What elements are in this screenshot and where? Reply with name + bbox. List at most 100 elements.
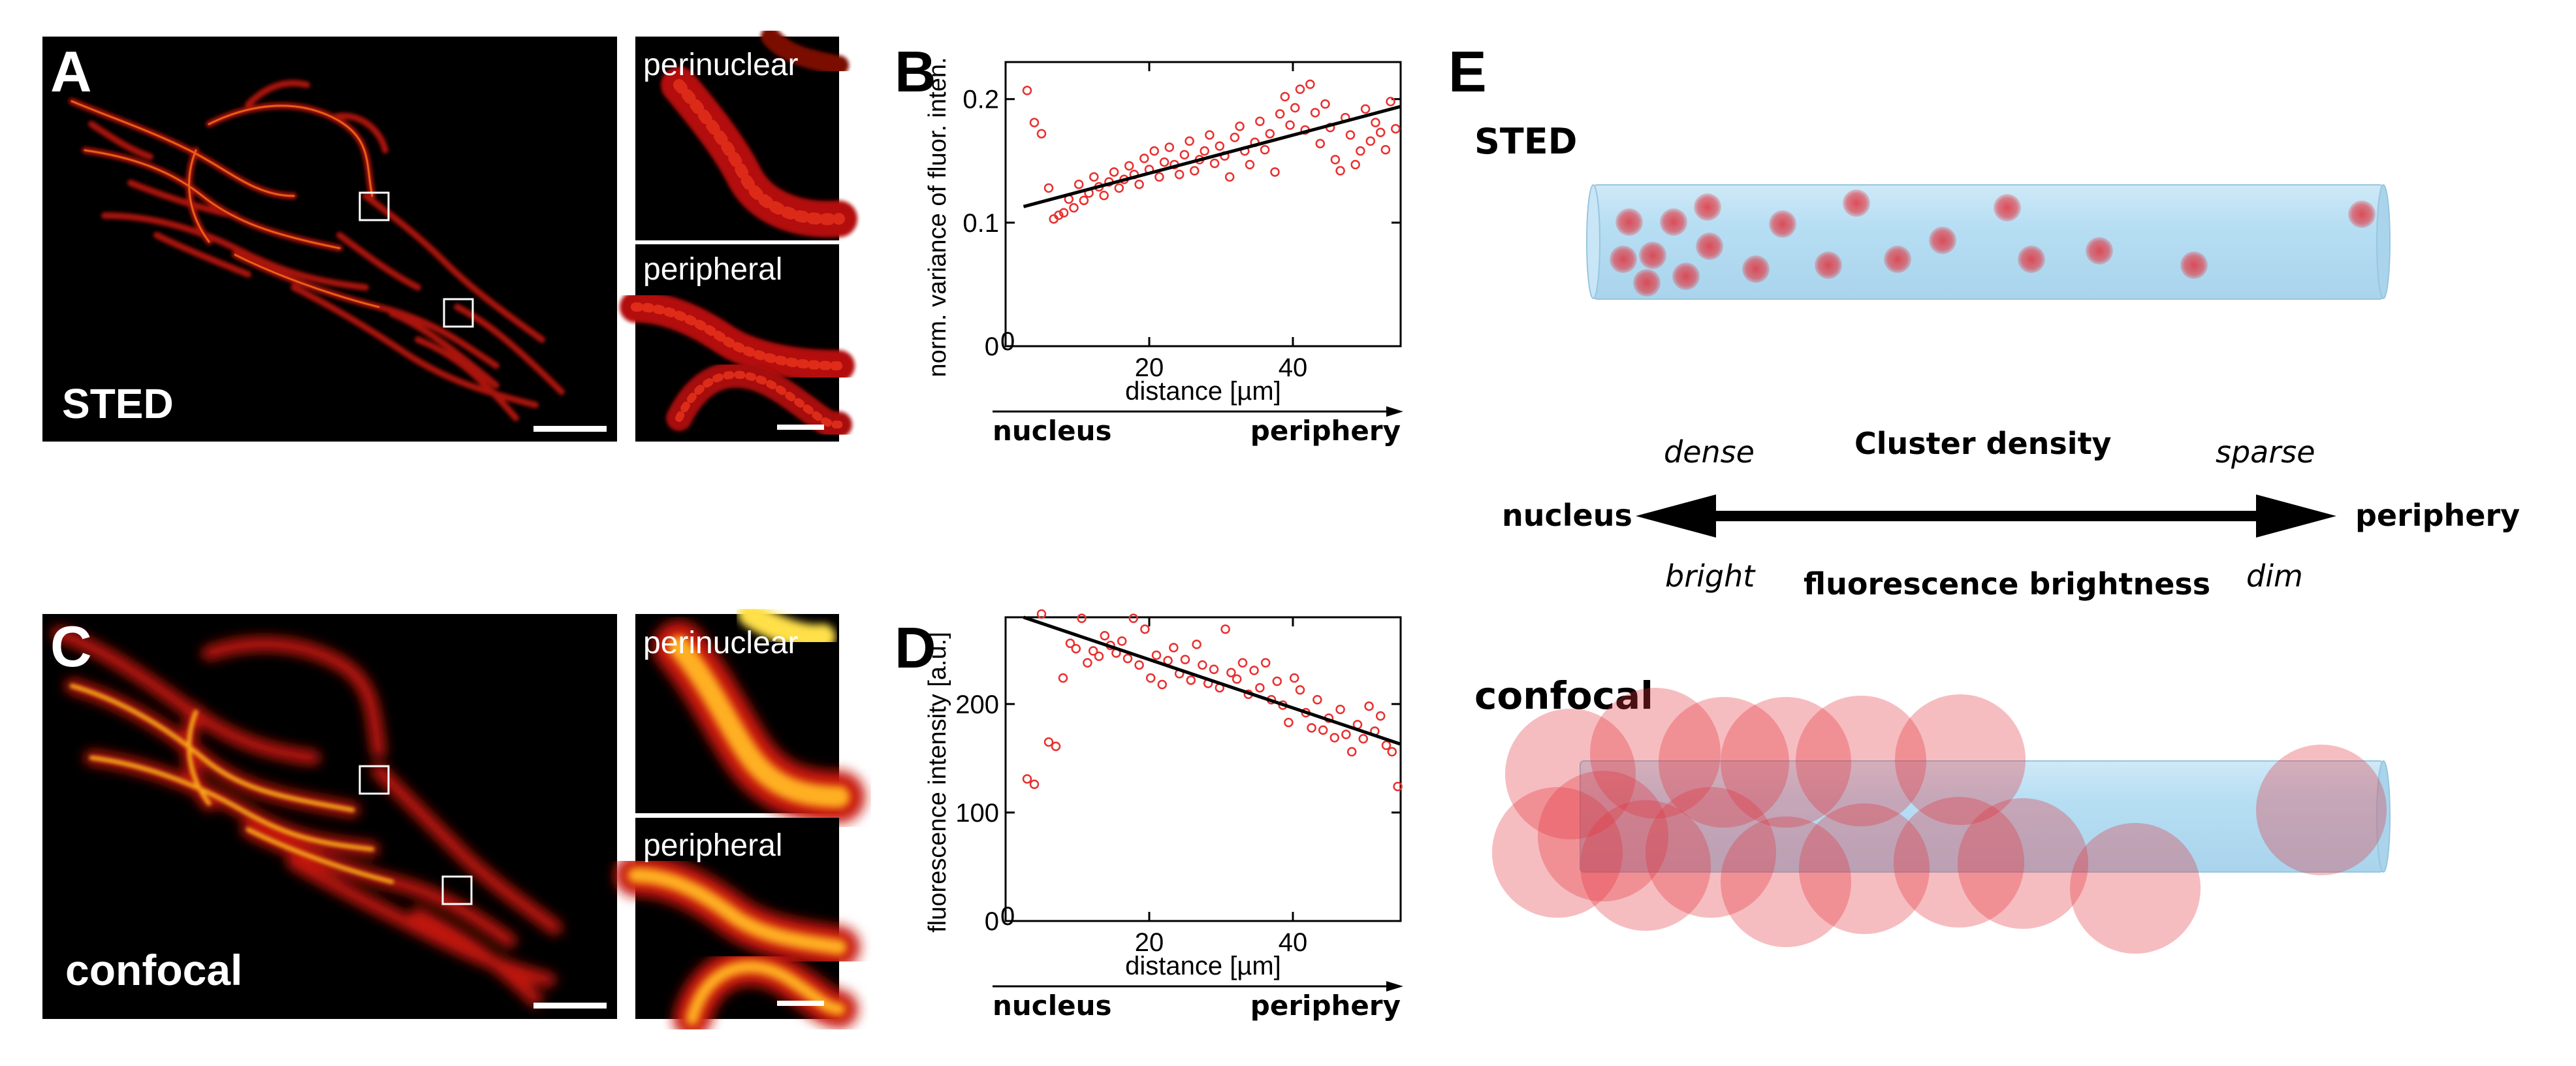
x-tick-label: 20 bbox=[1135, 353, 1164, 382]
x-origin-label: 0 bbox=[1000, 327, 1015, 356]
x-tick-label: 40 bbox=[1279, 353, 1308, 382]
data-point bbox=[1345, 130, 1356, 140]
y-tick-label: 0.1 bbox=[962, 209, 999, 238]
plot-frame bbox=[1004, 616, 1402, 922]
data-point bbox=[1232, 674, 1242, 684]
data-point bbox=[1180, 654, 1190, 665]
chart-d: D 20 40 0 100 200 0 distance [µm] fluorescence … bbox=[895, 609, 1403, 1022]
inset-marker-perinuclear-c bbox=[358, 765, 390, 795]
fit-line bbox=[1023, 105, 1401, 208]
scale-bar-c bbox=[533, 1003, 607, 1009]
label-dense: dense bbox=[1664, 434, 1755, 470]
panel-letter-c: C bbox=[50, 614, 92, 679]
chart-b: B 20 40 0 0.1 0.2 0 distance [µm] norm. varianc… bbox=[895, 39, 1403, 447]
direction-arrow-head bbox=[1386, 981, 1403, 992]
data-point bbox=[1022, 774, 1032, 784]
data-point bbox=[1179, 150, 1190, 160]
data-point bbox=[1265, 129, 1275, 138]
data-point bbox=[1029, 779, 1040, 789]
inset-marker-peripheral bbox=[443, 298, 474, 328]
panel-letter-e: E bbox=[1448, 39, 1487, 104]
schematic-confocal-label: confocal bbox=[1474, 673, 1653, 718]
data-point bbox=[1220, 624, 1230, 634]
axis-label-nucleus: nucleus bbox=[1502, 498, 1632, 533]
data-point bbox=[1051, 741, 1061, 751]
data-point bbox=[1065, 638, 1075, 649]
data-point bbox=[1022, 86, 1032, 95]
data-point bbox=[1391, 123, 1401, 134]
direction-label-nucleus: nucleus bbox=[993, 990, 1111, 1022]
data-point bbox=[1109, 167, 1119, 177]
data-point bbox=[1169, 643, 1179, 653]
data-point bbox=[1043, 183, 1054, 193]
y-tick-label: 0 bbox=[985, 907, 999, 936]
data-point bbox=[1275, 109, 1285, 119]
data-point bbox=[1164, 142, 1175, 152]
data-point bbox=[1151, 650, 1162, 660]
data-point bbox=[1249, 666, 1259, 675]
data-point bbox=[1295, 685, 1305, 695]
chart-b-plot: 20 40 0 0.1 0.2 0 distance [µm] norm. variance … bbox=[924, 57, 1403, 447]
data-point bbox=[1375, 711, 1386, 721]
data-point bbox=[1358, 734, 1369, 744]
data-point bbox=[1371, 118, 1380, 127]
data-point bbox=[1215, 141, 1225, 151]
data-point bbox=[1029, 118, 1040, 127]
arrowhead-right bbox=[2256, 494, 2336, 538]
x-tick-label: 40 bbox=[1279, 928, 1308, 957]
data-point bbox=[1100, 630, 1110, 641]
x-tick-label: 20 bbox=[1135, 928, 1164, 957]
label-bright: bright bbox=[1665, 558, 1756, 594]
y-axis-label: fluorescence intensity [a.u.] bbox=[924, 632, 951, 932]
direction-label-periphery: periphery bbox=[1250, 415, 1401, 447]
data-point bbox=[1122, 653, 1133, 664]
label-fluorescence-brightness: fluorescence brightness bbox=[1804, 566, 2210, 602]
data-point bbox=[1209, 664, 1219, 674]
data-point bbox=[1312, 694, 1322, 705]
data-point bbox=[1058, 673, 1068, 683]
plot-frame bbox=[1004, 61, 1402, 347]
direction-label-nucleus: nucleus bbox=[993, 415, 1111, 447]
inset-marker-peripheral-c bbox=[441, 875, 473, 905]
data-point bbox=[1036, 129, 1047, 138]
panel-letter-d: D bbox=[895, 615, 936, 680]
label-sparse: sparse bbox=[2216, 434, 2315, 470]
data-point bbox=[1290, 103, 1300, 113]
data-point bbox=[1235, 121, 1245, 131]
data-point bbox=[1289, 673, 1299, 683]
data-point bbox=[1255, 683, 1265, 693]
confocal-image-label: confocal bbox=[65, 946, 242, 994]
data-point bbox=[1198, 660, 1207, 670]
data-point bbox=[1117, 636, 1127, 646]
inset-scale-bar-c bbox=[777, 1001, 824, 1006]
inset-marker-perinuclear bbox=[358, 191, 390, 221]
confocal-inset-perinuclear: perinuclear bbox=[635, 601, 865, 823]
data-point bbox=[1386, 97, 1395, 106]
data-point bbox=[1272, 676, 1282, 686]
data-point bbox=[1174, 169, 1185, 180]
arrowhead-left bbox=[1636, 494, 1716, 538]
data-point bbox=[1192, 639, 1201, 649]
data-point bbox=[1365, 136, 1376, 146]
chart-d-plot: 20 40 0 100 200 0 distance [µm] fluorescence in… bbox=[924, 609, 1403, 1022]
data-point bbox=[1209, 158, 1220, 169]
inset-label-perinuclear: perinuclear bbox=[643, 48, 798, 82]
data-point bbox=[1245, 159, 1255, 170]
confocal-tube bbox=[1492, 688, 2391, 954]
confocal-network bbox=[52, 626, 562, 1007]
data-point bbox=[1054, 210, 1064, 220]
y-tick-label: 200 bbox=[955, 690, 999, 719]
data-point bbox=[1069, 202, 1079, 213]
data-point bbox=[1083, 658, 1092, 668]
data-point bbox=[1205, 130, 1215, 140]
sted-clusters bbox=[1610, 189, 2376, 297]
sted-inset-perinuclear: perinuclear bbox=[635, 27, 857, 240]
data-point bbox=[1260, 658, 1271, 668]
x-axis-label: distance [µm] bbox=[1125, 377, 1281, 406]
axis-label-periphery: periphery bbox=[2355, 498, 2520, 533]
data-point bbox=[1285, 120, 1295, 130]
scale-bar bbox=[533, 426, 607, 432]
data-point bbox=[1043, 737, 1054, 747]
direction-label-periphery: periphery bbox=[1250, 990, 1401, 1022]
fit-line bbox=[1023, 615, 1401, 746]
